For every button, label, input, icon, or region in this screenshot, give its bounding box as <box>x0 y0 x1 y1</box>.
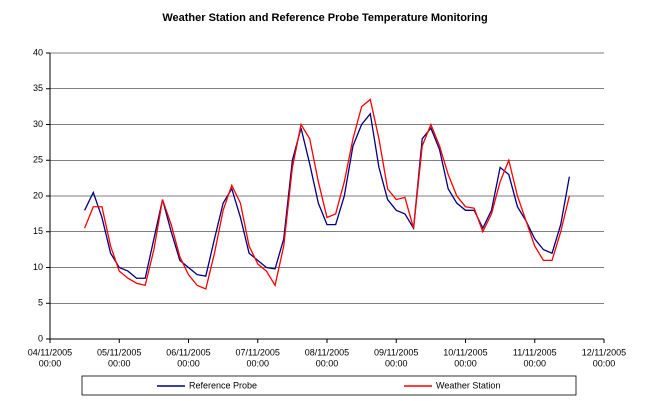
x-tick-label: 09/11/2005 <box>374 347 418 357</box>
x-tick-label: 00:00 <box>385 358 408 368</box>
y-tick-label: 35 <box>33 83 43 93</box>
x-tick-label: 05/11/2005 <box>97 347 141 357</box>
x-tick-label: 12/11/2005 <box>582 347 626 357</box>
x-tick-label: 00:00 <box>454 358 477 368</box>
legend-label: Weather Station <box>436 380 500 390</box>
x-tick-label: 10/11/2005 <box>443 347 487 357</box>
y-tick-label: 40 <box>33 47 43 57</box>
y-tick-label: 5 <box>38 298 43 308</box>
x-tick-label: 00:00 <box>108 358 131 368</box>
data-line <box>84 112 571 279</box>
data-line <box>84 98 571 290</box>
x-tick-label: 00:00 <box>523 358 546 368</box>
y-tick-label: 10 <box>33 262 43 272</box>
x-tick-label: 00:00 <box>39 358 62 368</box>
x-tick-label: 06/11/2005 <box>166 347 210 357</box>
y-tick-label: 20 <box>33 190 43 200</box>
x-tick-label: 00:00 <box>177 358 200 368</box>
x-tick-label: 11/11/2005 <box>513 347 557 357</box>
y-tick-label: 15 <box>33 226 43 236</box>
y-tick-label: 0 <box>38 333 43 343</box>
chart-title: Weather Station and Reference Probe Temp… <box>162 12 487 24</box>
x-tick-label: 08/11/2005 <box>305 347 349 357</box>
legend-box <box>81 375 577 396</box>
x-tick-label: 07/11/2005 <box>236 347 280 357</box>
x-tick-label: 04/11/2005 <box>28 347 72 357</box>
y-tick-label: 25 <box>33 155 43 165</box>
legend-label: Reference Probe <box>189 380 257 390</box>
y-tick-label: 30 <box>33 119 43 129</box>
x-tick-label: 00:00 <box>316 358 339 368</box>
x-tick-label: 00:00 <box>246 358 269 368</box>
x-tick-label: 00:00 <box>593 358 616 368</box>
